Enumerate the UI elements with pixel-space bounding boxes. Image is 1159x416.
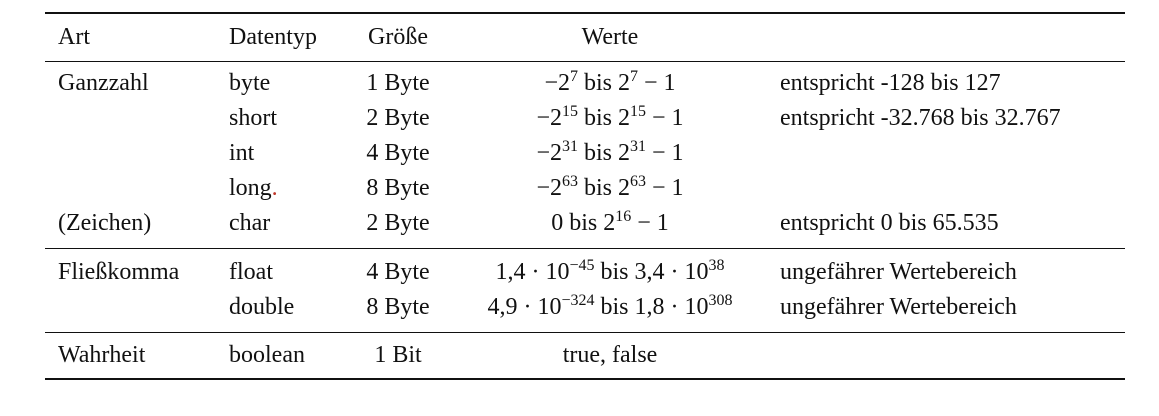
row-werte: −27 bis 27 − 1	[544, 68, 676, 96]
row-datentyp: short	[229, 105, 277, 131]
section-rule	[45, 248, 1125, 249]
row-note: ungefährer Wertebereich	[780, 294, 1017, 320]
row-datentyp: byte	[229, 70, 271, 96]
row-groesse: 4 Byte	[366, 140, 430, 166]
row-datentyp: boolean	[229, 342, 305, 368]
header-rule	[45, 61, 1125, 62]
row-werte: −215 bis 215 − 1	[536, 103, 684, 131]
table-top-rule	[45, 12, 1125, 14]
row-werte: 1,4 · 10−45 bis 3,4 · 1038	[495, 257, 725, 285]
red-mark: .	[271, 175, 278, 201]
row-werte: 0 bis 216 − 1	[551, 208, 669, 236]
row-note: entspricht -32.768 bis 32.767	[780, 105, 1061, 131]
row-groesse: 2 Byte	[366, 210, 430, 236]
row-groesse: 4 Byte	[366, 259, 430, 285]
row-note: entspricht -128 bis 127	[780, 70, 1001, 96]
header-groesse: Größe	[368, 24, 428, 50]
row-datentyp: long.	[229, 175, 278, 201]
section-rule	[45, 332, 1125, 333]
row-datentyp: float	[229, 259, 273, 285]
row-werte: 4,9 · 10−324 bis 1,8 · 10308	[487, 292, 733, 320]
row-note: ungefährer Wertebereich	[780, 259, 1017, 285]
row-art: Fließkomma	[58, 259, 180, 285]
row-datentyp: int	[229, 140, 255, 166]
row-art: Ganzzahl	[58, 70, 149, 96]
row-groesse: 1 Bit	[374, 342, 422, 368]
header-datentyp: Datentyp	[229, 24, 317, 50]
row-note: entspricht 0 bis 65.535	[780, 210, 999, 236]
table-bottom-rule	[45, 378, 1125, 380]
row-datentyp: char	[229, 210, 271, 236]
row-groesse: 8 Byte	[366, 294, 430, 320]
row-werte: true, false	[562, 342, 658, 368]
row-groesse: 1 Byte	[366, 70, 430, 96]
row-werte: −231 bis 231 − 1	[536, 138, 684, 166]
header-art: Art	[58, 24, 90, 50]
row-datentyp: double	[229, 294, 295, 320]
row-art: Wahrheit	[58, 342, 146, 368]
row-groesse: 2 Byte	[366, 105, 430, 131]
row-art: (Zeichen)	[58, 210, 152, 236]
header-werte: Werte	[581, 24, 639, 50]
row-groesse: 8 Byte	[366, 175, 430, 201]
row-werte: −263 bis 263 − 1	[536, 173, 684, 201]
